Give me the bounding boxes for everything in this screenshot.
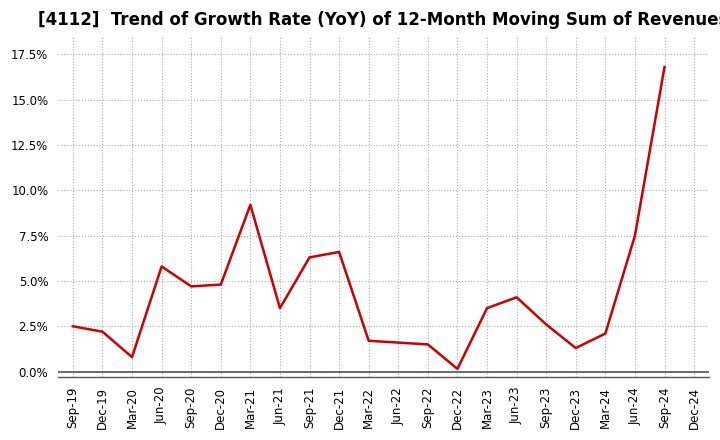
Title: [4112]  Trend of Growth Rate (YoY) of 12-Month Moving Sum of Revenues: [4112] Trend of Growth Rate (YoY) of 12-… (38, 11, 720, 29)
